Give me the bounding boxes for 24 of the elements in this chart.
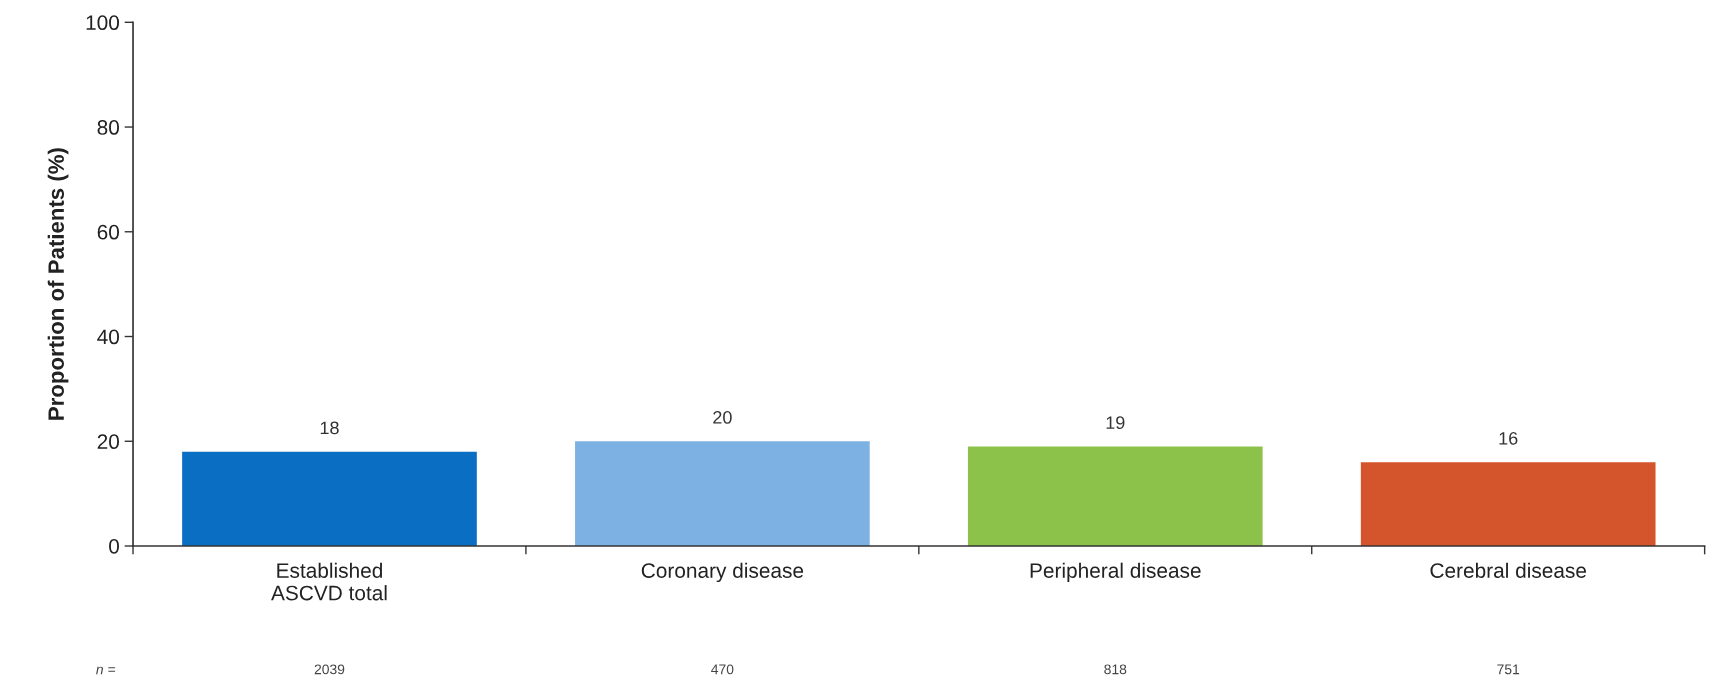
x-tick-label: Peripheral disease [1030,562,1201,583]
data-label: 19 [1106,416,1125,430]
text: 751 [1497,664,1520,675]
data-label: 20 [713,411,732,424]
x-tick-label: Coronary disease [641,562,804,583]
y-tick-label: 20 [97,434,120,450]
data-label: 18 [320,421,339,435]
y-axis-title: Proportion of Patients (%) [47,148,69,420]
y-tick-label: 60 [97,224,120,240]
text: 818 [1104,664,1127,675]
data-label: 16 [1499,431,1518,445]
bar [1360,462,1656,546]
x-tick-label: Cerebral disease [1430,562,1587,578]
text: n = [96,666,116,675]
y-tick-label: 40 [97,329,120,345]
y-tick-label: 80 [97,120,120,135]
text: 2039 [314,664,345,675]
bar [575,441,870,546]
text: 470 [711,664,734,675]
y-tick-label: 0 [109,539,120,554]
x-tick-label: Established ASCVD total [271,562,387,601]
bar [182,451,477,546]
bar [967,446,1263,546]
y-tick-label: 100 [86,15,120,31]
